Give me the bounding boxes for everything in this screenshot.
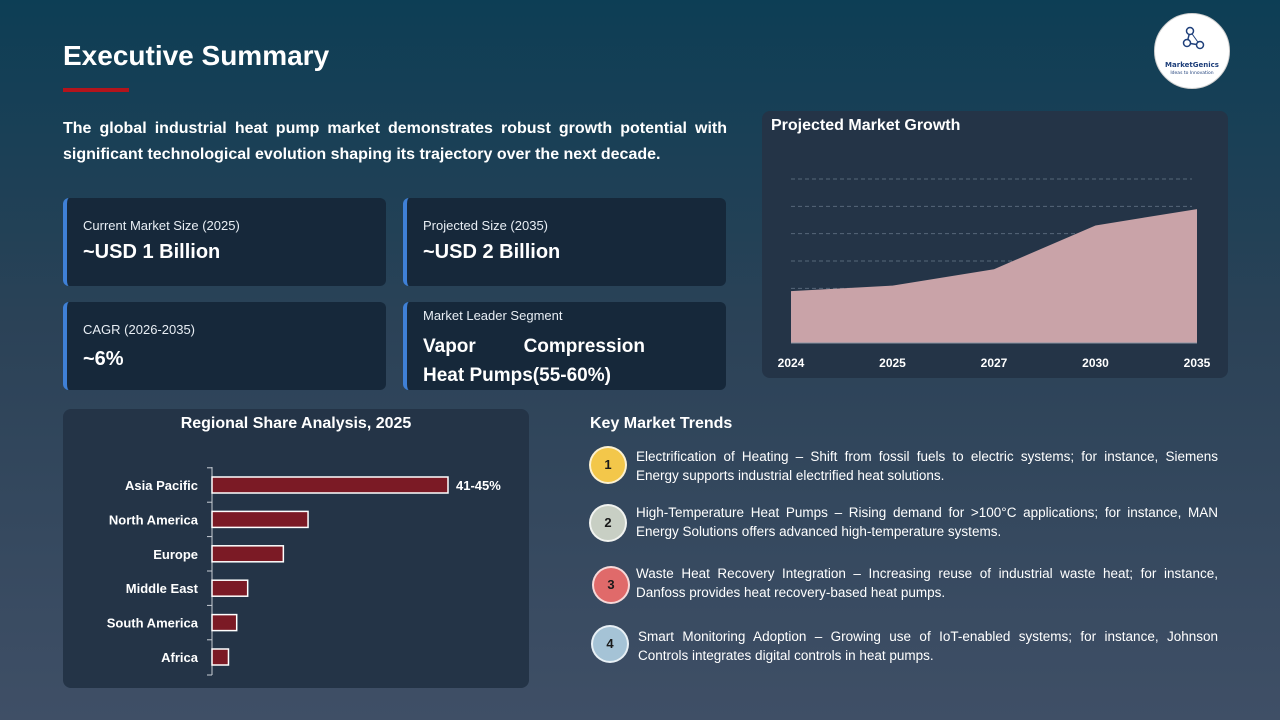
metric-value: ~USD 1 Billion bbox=[83, 241, 221, 263]
trend-text: Electrification of Heating – Shift from … bbox=[636, 449, 1218, 483]
bar-data-label: 41-45% bbox=[456, 478, 501, 493]
x-tick-label: 2025 bbox=[879, 356, 906, 370]
category-label: Middle East bbox=[126, 581, 199, 596]
metric-value: ~6% bbox=[83, 348, 124, 370]
trend-number-badge: 3 bbox=[592, 566, 630, 604]
metric-label: CAGR (2026-2035) bbox=[83, 322, 195, 337]
category-label: Asia Pacific bbox=[125, 478, 198, 493]
chart-title: Projected Market Growth bbox=[771, 117, 961, 134]
logo-tagline: Ideas to Innovation bbox=[1170, 71, 1214, 76]
region-bar bbox=[211, 510, 309, 529]
metric-card-current-size: Current Market Size (2025) ~USD 1 Billio… bbox=[63, 198, 386, 286]
network-icon bbox=[1182, 26, 1205, 50]
metric-card-cagr: CAGR (2026-2035) ~6% bbox=[63, 302, 386, 390]
trend-text: Smart Monitoring Adoption – Growing use … bbox=[638, 629, 1218, 663]
trend-text: Waste Heat Recovery Integration – Increa… bbox=[636, 566, 1218, 600]
category-label: Europe bbox=[153, 547, 198, 562]
region-bar bbox=[211, 648, 230, 666]
x-tick-label: 2027 bbox=[981, 356, 1008, 370]
regional-bar-chart: Asia Pacific 41-45% North America Europe Mid… bbox=[107, 467, 501, 676]
metric-value: Vapor Compression Heat Pumps(55-60%) bbox=[423, 336, 645, 386]
company-logo: MarketGenics Ideas to Innovation bbox=[1154, 13, 1230, 89]
trend-number-badge: 4 bbox=[591, 625, 629, 663]
metric-label: Projected Size (2035) bbox=[423, 218, 549, 233]
title-underline bbox=[63, 88, 129, 92]
growth-area-chart: 2024 2025 2027 2030 2035 bbox=[778, 178, 1211, 370]
trend-number-badge: 2 bbox=[589, 504, 627, 542]
x-tick-label: 2024 bbox=[778, 356, 805, 370]
metric-card-leader-segment: Market Leader Segment Vapor Compression … bbox=[403, 302, 726, 390]
region-bar bbox=[211, 579, 249, 597]
category-label: Africa bbox=[161, 650, 199, 665]
region-bar bbox=[211, 476, 449, 494]
metric-card-projected-size: Projected Size (2035) ~USD 2 Billion bbox=[403, 198, 726, 286]
intro-paragraph: The global industrial heat pump market d… bbox=[63, 120, 727, 163]
logo-name: MarketGenics bbox=[1165, 61, 1219, 69]
category-label: North America bbox=[109, 512, 199, 527]
metric-label: Market Leader Segment bbox=[423, 308, 563, 323]
trend-text: High-Temperature Heat Pumps – Rising dem… bbox=[636, 505, 1218, 539]
growth-chart-panel: Projected Market Growth 2024 2025 2027 2030… bbox=[762, 111, 1228, 378]
category-label: South America bbox=[107, 616, 199, 631]
chart-title: Regional Share Analysis, 2025 bbox=[180, 415, 412, 432]
x-tick-label: 2035 bbox=[1184, 356, 1211, 370]
metric-label: Current Market Size (2025) bbox=[83, 218, 240, 233]
region-bar bbox=[211, 545, 285, 563]
metric-value: ~USD 2 Billion bbox=[423, 241, 561, 263]
x-tick-label: 2030 bbox=[1082, 356, 1109, 370]
trends-title: Key Market Trends bbox=[590, 415, 733, 432]
growth-area bbox=[791, 209, 1197, 343]
region-bar bbox=[211, 613, 238, 632]
trend-number-badge: 1 bbox=[589, 446, 627, 484]
regional-chart-panel: Regional Share Analysis, 2025 Asia Pacif… bbox=[63, 409, 529, 688]
page-title: Executive Summary bbox=[63, 40, 330, 71]
